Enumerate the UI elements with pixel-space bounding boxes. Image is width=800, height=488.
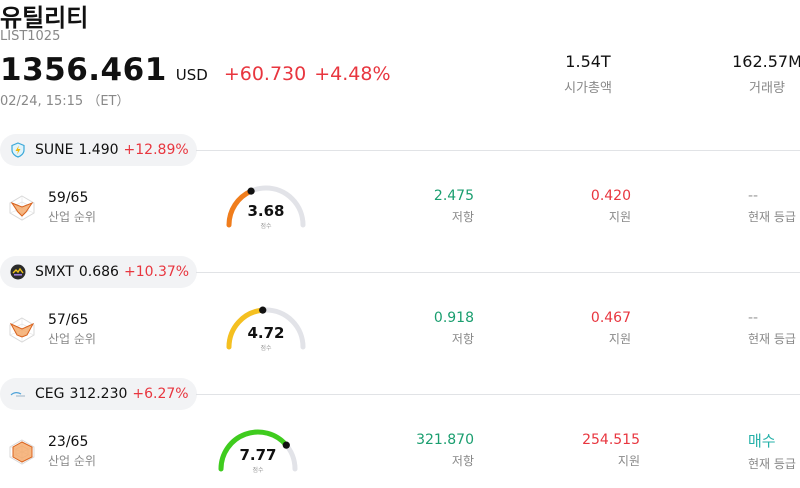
section-divider [196,150,800,151]
stock-price: 0.686 [78,264,119,280]
resistance-value: 2.475 [433,188,474,204]
grade-label: 현재 등급 [748,210,796,224]
volume-label: 거래량 [749,81,785,96]
stock-pill[interactable]: CEG 312.230 +6.27% [0,378,197,410]
stock-symbol: CEG [35,386,65,402]
stock-pill[interactable]: SUNE 1.490 +12.89% [0,134,197,166]
price-change: +60.730 [223,63,307,85]
score-value: 4.72 [247,324,285,342]
current-grade: 매수 현재 등급 [748,430,796,472]
gauge-marker [259,306,267,314]
resistance-metric: 2.475 저항 [434,188,474,225]
resistance-metric: 0.918 저항 [434,310,474,347]
resistance-value: 321.870 [416,432,474,448]
current-grade: -- 현재 등급 [748,310,796,347]
resistance-value: 0.918 [433,310,474,326]
constellation-logo-icon [10,386,26,402]
score-gauge: 7.77 점수 [213,423,303,479]
price-change-percent: +4.48% [314,63,391,85]
grade-value: -- [748,188,759,204]
sector-code: LIST1025 [0,29,61,44]
resistance-label: 저항 [451,210,474,224]
grade-label: 현재 등급 [748,457,796,471]
volume-stat: 162.57M 거래량 [722,52,800,96]
stock-symbol: SMXT [35,264,74,280]
gauge-marker [247,187,255,195]
score-value: 7.77 [239,446,277,464]
sector-title: 유틸리티 [0,4,89,32]
bolt-shield-icon [10,142,26,158]
support-metric: 0.467 지원 [591,310,631,347]
volume-value: 162.57M [732,52,800,71]
support-value: 0.467 [590,310,631,326]
quote-datetime: 02/24, 15:15 （ET） [0,94,130,109]
gauge-fill [226,307,266,350]
gauge-marker [282,441,290,449]
stock-price: 312.230 [69,386,128,402]
support-value: 0.420 [590,188,631,204]
grade-value: -- [748,310,759,326]
grade-value: 매수 [748,432,776,450]
radar-chart-icon [8,194,36,222]
industry-rank-value: 57/65 [48,312,89,328]
price-row: 1356.461 USD +60.730 +4.48% [0,52,391,88]
stock-section: SMXT 0.686 +10.37% 57/65 산업 순위 4.72 점수 0… [0,256,800,378]
industry-rank-value: 23/65 [48,434,89,450]
gauge-fill [218,429,289,472]
grade-label: 현재 등급 [748,332,796,346]
resistance-metric: 321.870 저항 [416,432,474,469]
industry-rank-value: 59/65 [48,190,89,206]
radar-chart-icon [8,316,36,344]
support-metric: 254.515 지원 [582,432,640,469]
stock-change-percent: +6.27% [132,386,189,402]
support-label: 지원 [608,332,631,346]
score-value: 3.68 [247,202,285,220]
section-divider [196,394,800,395]
stock-symbol: SUNE [35,142,74,158]
support-label: 지원 [617,454,640,468]
stock-change-percent: +12.89% [123,142,189,158]
support-label: 지원 [608,210,631,224]
resistance-label: 저항 [451,332,474,346]
stock-pill[interactable]: SMXT 0.686 +10.37% [0,256,198,288]
score-gauge: 4.72 점수 [221,301,311,357]
radar-chart-icon [8,438,36,466]
market-cap-label: 시가총액 [564,81,612,96]
market-cap-stat: 1.54T 시가총액 [540,52,636,96]
score-label: 점수 [252,467,264,474]
stock-change-percent: +10.37% [123,264,190,280]
score-label: 점수 [260,345,272,352]
smx-logo-icon [10,264,26,280]
currency-label: USD [175,66,208,84]
section-divider [196,272,800,273]
market-cap-value: 1.54T [565,52,611,71]
industry-rank-label: 산업 순위 [48,332,96,346]
stock-section: CEG 312.230 +6.27% 23/65 산업 순위 7.77 점수 3… [0,378,800,488]
score-label: 점수 [260,223,272,230]
resistance-label: 저항 [451,454,474,468]
gauge-fill [226,188,254,228]
support-value: 254.515 [582,432,640,448]
support-metric: 0.420 지원 [591,188,631,225]
stock-price: 1.490 [78,142,119,158]
score-gauge: 3.68 점수 [221,179,311,235]
industry-rank-label: 산업 순위 [48,454,96,468]
current-grade: -- 현재 등급 [748,188,796,225]
industry-rank-label: 산업 순위 [48,210,96,224]
index-price: 1356.461 [0,52,167,88]
stock-section: SUNE 1.490 +12.89% 59/65 산업 순위 3.68 점수 2… [0,134,800,256]
